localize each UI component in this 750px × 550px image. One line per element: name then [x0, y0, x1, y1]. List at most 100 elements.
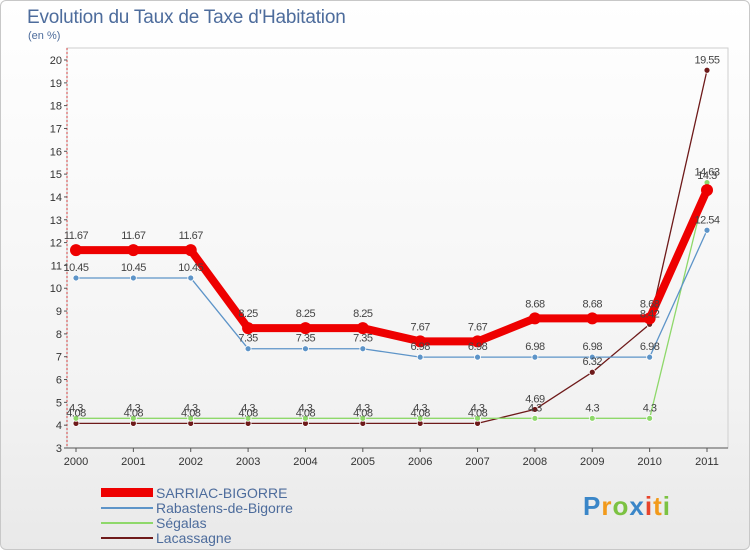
- y-tick-label: 18: [50, 101, 62, 113]
- data-label: 4.3: [126, 402, 140, 414]
- chart-title: Evolution du Taux de Taxe d'Habitation: [27, 7, 346, 28]
- data-label: 4.3: [643, 402, 657, 414]
- data-point: [531, 406, 539, 413]
- data-point: [129, 414, 137, 422]
- data-label: 4.08: [181, 407, 201, 419]
- data-point: [127, 244, 140, 257]
- data-label: 14.63: [694, 167, 719, 179]
- y-tick-label: 13: [50, 215, 62, 227]
- data-label: 4.08: [124, 407, 144, 419]
- series-line: [76, 229, 708, 358]
- y-tick-label: 5: [56, 397, 62, 409]
- legend-label-rabastens: Rabastens-de-Bigorre: [156, 499, 293, 516]
- y-tick-label: 19: [50, 78, 62, 90]
- data-point: [359, 414, 367, 422]
- data-point: [531, 414, 539, 422]
- data-label: 7.35: [353, 333, 373, 345]
- series-line: [76, 182, 708, 419]
- chart-legend: SARRIAC-BIGORRE Rabastens-de-Bigorre Ség…: [101, 484, 293, 546]
- brand-letter: o: [612, 491, 630, 521]
- legend-item-lacassagne[interactable]: Lacassagne: [101, 529, 293, 546]
- legend-swatch-lacassagne: [101, 536, 153, 539]
- legend-item-segalas[interactable]: Ségalas: [101, 514, 293, 531]
- brand-letter: i: [644, 491, 654, 521]
- data-label: 19.55: [694, 54, 719, 66]
- legend-item-rabastens[interactable]: Rabastens-de-Bigorre: [101, 499, 293, 516]
- data-label: 8.42: [640, 308, 660, 320]
- chart-unit: (en %): [28, 30, 61, 42]
- y-tick-label: 10: [50, 283, 62, 295]
- x-tick-label: 2006: [408, 456, 432, 468]
- data-point: [187, 414, 195, 422]
- data-point: [72, 274, 80, 282]
- data-point: [471, 335, 484, 348]
- legend-label-sarriac: SARRIAC-BIGORRE: [156, 484, 288, 501]
- data-label: 4.3: [528, 402, 542, 414]
- data-label: 6.98: [525, 341, 545, 353]
- x-tick-label: 2004: [293, 456, 317, 468]
- data-label: 6.98: [640, 341, 660, 353]
- data-point: [416, 414, 424, 422]
- data-point: [184, 244, 197, 257]
- y-tick-label: 7: [56, 352, 62, 364]
- data-label: 4.3: [184, 402, 198, 414]
- brand-letter: x: [629, 491, 645, 521]
- data-label: 8.68: [640, 298, 660, 310]
- data-point: [244, 414, 252, 422]
- legend-swatch-sarriac: [101, 488, 153, 497]
- data-point: [474, 353, 481, 361]
- data-label: 8.25: [353, 308, 373, 320]
- y-tick-label: 16: [50, 146, 62, 158]
- data-label: 8.25: [238, 308, 258, 320]
- legend-swatch-segalas: [101, 521, 153, 524]
- x-tick-label: 2001: [121, 456, 145, 468]
- data-label: 4.08: [238, 407, 258, 419]
- x-tick-label: 2005: [351, 456, 375, 468]
- data-label: 6.98: [468, 341, 488, 353]
- data-label: 4.3: [356, 402, 370, 414]
- data-point: [72, 414, 80, 422]
- data-point: [70, 244, 82, 257]
- data-point: [703, 226, 711, 234]
- data-label: 4.08: [468, 407, 488, 419]
- legend-item-sarriac[interactable]: SARRIAC-BIGORRE: [101, 484, 293, 501]
- data-point: [703, 66, 711, 74]
- y-tick-label: 17: [50, 123, 62, 135]
- brand-letter: t: [653, 491, 663, 521]
- data-point: [474, 414, 481, 422]
- data-label: 4.69: [525, 393, 545, 405]
- data-point: [244, 345, 252, 353]
- x-tick-label: 2000: [64, 456, 88, 468]
- data-point: [701, 184, 713, 197]
- proxiti-logo: Proxiti: [583, 491, 671, 522]
- data-point: [588, 353, 596, 361]
- data-label: 11.67: [179, 230, 204, 242]
- legend-label-lacassagne: Lacassagne: [156, 529, 232, 546]
- data-point: [586, 312, 599, 325]
- legend-swatch-rabastens: [101, 506, 153, 509]
- data-point: [359, 345, 367, 353]
- data-point: [588, 368, 596, 376]
- data-point: [414, 335, 427, 348]
- data-label: 4.08: [410, 407, 430, 419]
- data-label: 4.08: [66, 407, 86, 419]
- data-label: 8.25: [296, 308, 316, 320]
- y-tick-label: 15: [50, 169, 62, 181]
- data-point: [302, 414, 309, 422]
- data-point: [416, 353, 424, 361]
- x-tick-label: 2008: [523, 456, 547, 468]
- data-point: [531, 353, 539, 361]
- data-point: [646, 353, 654, 361]
- x-tick-label: 2010: [637, 456, 661, 468]
- data-point: [646, 414, 654, 422]
- y-tick-label: 4: [56, 420, 62, 432]
- brand-letter: r: [601, 491, 613, 521]
- y-tick-label: 20: [50, 55, 62, 67]
- y-tick-label: 8: [56, 329, 62, 341]
- y-tick-label: 12: [50, 238, 62, 250]
- data-label: 10.45: [121, 262, 146, 274]
- brand-letter: P: [583, 491, 602, 521]
- legend-label-segalas: Ségalas: [156, 514, 207, 531]
- data-label: 4.08: [353, 407, 373, 419]
- x-tick-label: 2007: [465, 456, 489, 468]
